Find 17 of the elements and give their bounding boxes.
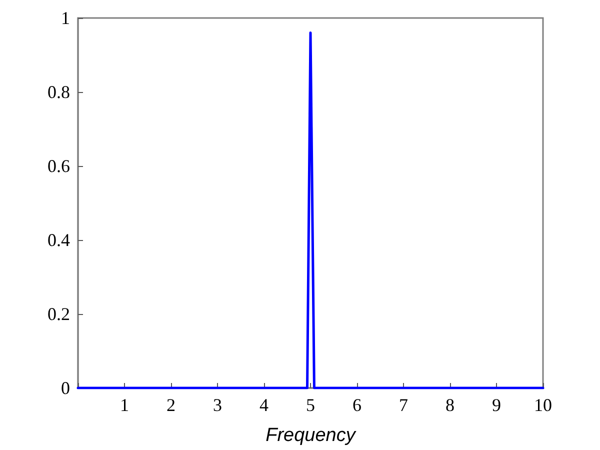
x-tick-label: 5 bbox=[306, 395, 315, 415]
x-tick-label: 9 bbox=[492, 395, 501, 415]
x-axis-title: Frequency bbox=[266, 425, 357, 446]
x-tick-label: 4 bbox=[260, 395, 268, 415]
y-tick-label: 0.2 bbox=[48, 304, 70, 324]
x-tick-label: 2 bbox=[166, 395, 176, 415]
x-tick-label: 3 bbox=[213, 395, 222, 415]
y-tick-label: 0.8 bbox=[48, 82, 70, 102]
y-tick-label: 1 bbox=[61, 8, 70, 28]
x-tick-label: 7 bbox=[399, 395, 408, 415]
x-tick-label: 8 bbox=[446, 395, 454, 415]
x-tick-label: 6 bbox=[352, 395, 362, 415]
y-tick-label: 0.6 bbox=[48, 156, 70, 176]
x-tick-label: 10 bbox=[534, 395, 552, 415]
x-tick-label: 1 bbox=[120, 395, 129, 415]
y-tick-label: 0 bbox=[61, 378, 70, 398]
y-tick-label: 0.4 bbox=[48, 230, 70, 250]
